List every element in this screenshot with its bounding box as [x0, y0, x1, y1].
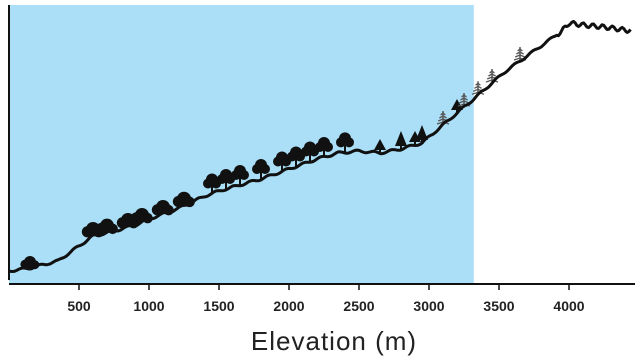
broadleaf-tree-icon — [217, 169, 235, 189]
broadleaf-tree-icon — [336, 132, 354, 153]
conifer-tree-icon — [374, 139, 386, 153]
conifer-tree-icon — [395, 131, 407, 149]
terrain-profile-line — [8, 19, 632, 273]
broadleaf-tree-icon — [315, 137, 333, 157]
x-tick-label: 4000 — [553, 298, 584, 314]
broadleaf-tree-icon — [231, 165, 249, 185]
x-tick-label: 500 — [67, 298, 91, 314]
x-tick-label: 1500 — [203, 298, 234, 314]
x-axis-ticks: 500 1000 1500 2000 2500 3000 3500 4000 — [67, 284, 585, 314]
broadleaf-tree-icon — [203, 173, 221, 194]
x-tick-label: 1000 — [133, 298, 164, 314]
broadleaf-tree-icon — [252, 159, 270, 179]
shrub-icon — [95, 218, 118, 235]
x-tick-label: 2000 — [273, 298, 304, 314]
x-tick-label: 3000 — [413, 298, 444, 314]
x-tick-label: 2500 — [343, 298, 374, 314]
alpine-sparse-tree-icon — [485, 69, 499, 83]
alpine-sparse-tree-icon — [513, 47, 527, 61]
x-axis-title: Elevation (m) — [251, 326, 417, 356]
x-tick-label: 3500 — [483, 298, 514, 314]
broadleaf-tree-icon — [301, 141, 319, 162]
